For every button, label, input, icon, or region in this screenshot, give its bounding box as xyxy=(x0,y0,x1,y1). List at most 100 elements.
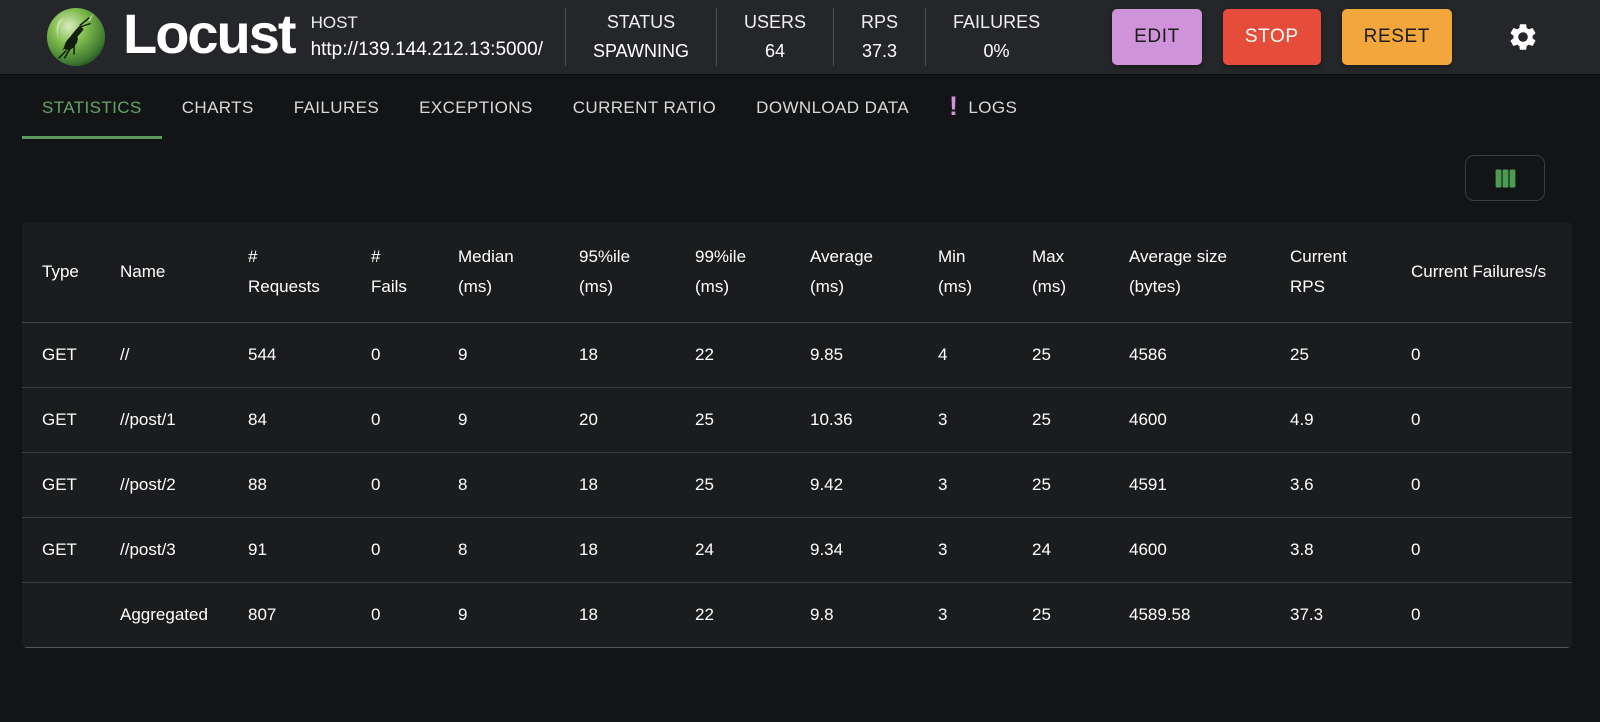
failures-value: 0% xyxy=(983,41,1010,61)
table-cell: 0 xyxy=(351,582,438,648)
column-header[interactable]: Median (ms) xyxy=(438,222,559,323)
table-cell: 4586 xyxy=(1109,322,1270,388)
table-cell: 0 xyxy=(1391,517,1572,583)
table-cell: 807 xyxy=(228,582,351,648)
table-cell: 4.9 xyxy=(1270,387,1391,453)
table-cell: //post/1 xyxy=(100,387,228,453)
tab-charts[interactable]: CHARTS xyxy=(162,75,274,140)
table-cell: 3 xyxy=(918,582,1012,648)
statistics-table-card: Type Name # Requests # Fails Median (ms) 95%i… xyxy=(22,222,1572,648)
table-cell: //post/2 xyxy=(100,452,228,518)
rps-value: 37.3 xyxy=(862,41,898,61)
table-cell: 0 xyxy=(1391,387,1572,453)
table-header-row: Type Name # Requests # Fails Median (ms) 95%i… xyxy=(22,222,1572,323)
column-header[interactable]: Average (ms) xyxy=(790,222,918,323)
table-cell: 25 xyxy=(1012,387,1109,453)
column-header[interactable]: Average size (bytes) xyxy=(1109,222,1270,323)
tab-label: LOGS xyxy=(968,97,1018,117)
table-cell: 91 xyxy=(228,517,351,583)
column-selector-button[interactable] xyxy=(1465,155,1545,201)
table-cell: 18 xyxy=(559,582,675,648)
table-cell: 25 xyxy=(675,387,790,453)
table-cell: 22 xyxy=(675,322,790,388)
table-cell: 20 xyxy=(559,387,675,453)
locust-logo-icon xyxy=(46,7,106,67)
table-row: GET//post/3 91 0 8 18 24 9.34 3 24 4600 3.8 0 xyxy=(22,517,1572,583)
table-row: GET//544 0 9 18 22 9.85 4 25 4586 25 0 xyxy=(22,322,1572,388)
stop-button[interactable]: STOP xyxy=(1222,9,1321,65)
table-cell: 4591 xyxy=(1109,452,1270,518)
table-cell: 9.34 xyxy=(790,517,918,583)
table-cell: 0 xyxy=(1391,322,1572,388)
status-label: STATUS xyxy=(606,12,676,32)
tab-download-data[interactable]: DOWNLOAD DATA xyxy=(736,75,929,140)
table-cell: 3.6 xyxy=(1270,452,1391,518)
table-cell: 9.8 xyxy=(790,582,918,648)
table-cell: 3.8 xyxy=(1270,517,1391,583)
locust-logo[interactable] xyxy=(45,6,107,68)
tab-failures[interactable]: FAILURES xyxy=(274,75,399,140)
table-cell: 4 xyxy=(918,322,1012,388)
app-header: Locust HOST http://139.144.212.13:5000/ … xyxy=(0,0,1600,75)
table-cell: // xyxy=(100,322,228,388)
tab-exceptions[interactable]: EXCEPTIONS xyxy=(399,75,553,140)
users-block: USERS 64 xyxy=(716,8,833,66)
table-cell: 9 xyxy=(438,387,559,453)
table-cell: 0 xyxy=(1391,582,1572,648)
table-cell: 88 xyxy=(228,452,351,518)
table-cell xyxy=(22,582,100,648)
tab-label: CURRENT RATIO xyxy=(572,97,717,117)
table-cell: 37.3 xyxy=(1270,582,1391,648)
table-cell: 25 xyxy=(675,452,790,518)
table-cell: 9.85 xyxy=(790,322,918,388)
table-cell: 9 xyxy=(438,582,559,648)
column-header[interactable]: Current RPS xyxy=(1270,222,1391,323)
table-cell: 0 xyxy=(1391,452,1572,518)
column-header[interactable]: 99%ile (ms) xyxy=(675,222,790,323)
reset-button[interactable]: RESET xyxy=(1341,9,1452,65)
failures-block: FAILURES 0% xyxy=(925,8,1067,66)
column-header[interactable]: Max (ms) xyxy=(1012,222,1109,323)
table-cell: 25 xyxy=(1270,322,1391,388)
table-cell: 25 xyxy=(1012,452,1109,518)
rps-block: RPS 37.3 xyxy=(833,8,925,66)
table-row: GET//post/1 84 0 9 20 25 10.36 3 25 4600 4.9 0 xyxy=(22,387,1572,453)
app-title: Locust xyxy=(123,2,297,65)
table-cell: 22 xyxy=(675,582,790,648)
table-cell: Aggregated xyxy=(100,582,228,648)
column-header[interactable]: Current Failures/s xyxy=(1391,222,1572,323)
column-header[interactable]: Type xyxy=(22,222,100,323)
column-header[interactable]: # Fails xyxy=(351,222,438,323)
table-row: Aggregated 807 0 9 18 22 9.8 3 25 4589.58 37.3 0 xyxy=(22,582,1572,648)
table-cell: 3 xyxy=(918,387,1012,453)
column-header[interactable]: Name xyxy=(100,222,228,323)
gear-icon[interactable] xyxy=(1506,20,1540,54)
header-actions: EDIT STOP RESET xyxy=(1112,9,1452,65)
edit-button[interactable]: EDIT xyxy=(1112,9,1202,65)
table-toolbar xyxy=(0,155,1600,201)
table-cell: 18 xyxy=(559,452,675,518)
table-cell: 0 xyxy=(351,452,438,518)
tab-logs[interactable]: ! LOGS xyxy=(929,75,1037,140)
host-info: HOST http://139.144.212.13:5000/ xyxy=(311,13,565,61)
table-cell: GET xyxy=(22,517,100,583)
table-cell: 9 xyxy=(438,322,559,388)
column-header[interactable]: # Requests xyxy=(228,222,351,323)
column-header[interactable]: Min (ms) xyxy=(918,222,1012,323)
tab-current-ratio[interactable]: CURRENT RATIO xyxy=(553,75,736,140)
table-cell: 8 xyxy=(438,452,559,518)
column-header[interactable]: 95%ile (ms) xyxy=(559,222,675,323)
table-cell: 0 xyxy=(351,387,438,453)
rps-label: RPS xyxy=(861,12,899,32)
table-cell: 8 xyxy=(438,517,559,583)
table-body: GET//544 0 9 18 22 9.85 4 25 4586 25 0 GET//post/1 8… xyxy=(22,322,1572,648)
table-cell: 10.36 xyxy=(790,387,918,453)
table-cell: 0 xyxy=(351,517,438,583)
table-cell: 25 xyxy=(1012,322,1109,388)
host-url: http://139.144.212.13:5000/ xyxy=(310,39,543,60)
tab-label: CHARTS xyxy=(181,97,254,117)
table-row: GET//post/2 88 0 8 18 25 9.42 3 25 4591 3.6 0 xyxy=(22,452,1572,518)
tab-statistics[interactable]: STATISTICS xyxy=(22,75,162,140)
tab-label: DOWNLOAD DATA xyxy=(756,97,909,117)
table-cell: 25 xyxy=(1012,582,1109,648)
